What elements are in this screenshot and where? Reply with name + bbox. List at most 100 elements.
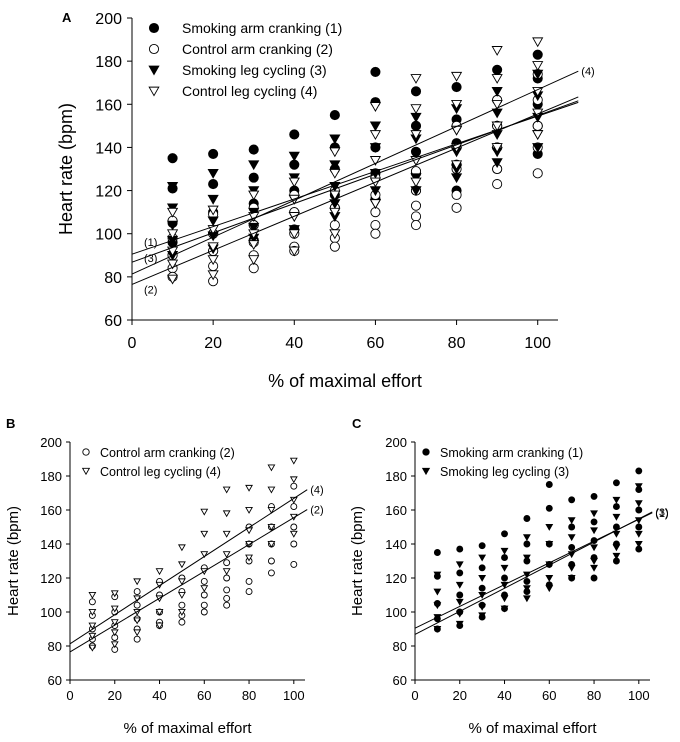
data-point bbox=[248, 144, 259, 155]
data-point bbox=[248, 222, 260, 233]
data-point bbox=[290, 503, 298, 511]
data-point bbox=[451, 189, 462, 200]
data-point bbox=[590, 574, 598, 582]
legend-marker bbox=[81, 467, 91, 476]
data-point bbox=[88, 622, 97, 630]
data-point bbox=[532, 168, 543, 179]
legend-marker bbox=[422, 448, 430, 456]
y-tick-label: 60 bbox=[48, 673, 62, 688]
panel-c: C 0 20 40 60 80 100 60 80 100 120 140 160 180 200 % of … bbox=[349, 416, 669, 737]
data-point bbox=[223, 559, 231, 567]
data-point bbox=[369, 156, 382, 166]
regression-label-1: (1) bbox=[655, 508, 668, 520]
data-point bbox=[450, 160, 463, 171]
data-point bbox=[491, 158, 503, 169]
y-axis-title: Heart rate (bpm) bbox=[56, 103, 76, 235]
x-axis-title: % of maximal effort bbox=[268, 371, 422, 391]
legend-marker bbox=[148, 86, 160, 97]
legend-marker bbox=[421, 467, 431, 476]
data-point bbox=[410, 104, 422, 115]
data-point bbox=[110, 641, 119, 649]
y-tick-label: 200 bbox=[95, 11, 122, 28]
data-point bbox=[370, 66, 381, 77]
data-point bbox=[634, 500, 643, 508]
legend: Control arm cranking (2) Control leg cycl… bbox=[81, 446, 235, 479]
legend-marker bbox=[82, 448, 90, 456]
y-tick-label: 160 bbox=[40, 503, 62, 518]
data-point bbox=[222, 510, 231, 518]
y-tick-label: 140 bbox=[95, 140, 122, 157]
data-point bbox=[267, 486, 276, 494]
data-point bbox=[248, 255, 260, 266]
data-point bbox=[222, 551, 231, 559]
data-point bbox=[433, 626, 442, 633]
data-point bbox=[329, 229, 341, 240]
data-point bbox=[289, 476, 298, 484]
regression-label-2: (2) bbox=[310, 505, 323, 517]
panel-letter: A bbox=[62, 10, 72, 25]
y-tick-label: 160 bbox=[385, 503, 407, 518]
data-point bbox=[267, 541, 276, 548]
data-point bbox=[590, 527, 598, 535]
data-point bbox=[545, 541, 554, 548]
data-point bbox=[451, 81, 462, 93]
legend-label: Control arm cranking (2) bbox=[182, 41, 333, 57]
data-point bbox=[522, 554, 531, 562]
y-tick-label: 80 bbox=[48, 639, 62, 654]
data-point bbox=[88, 598, 96, 606]
data-point bbox=[501, 530, 508, 538]
legend-label: Smoking leg cycling (3) bbox=[440, 465, 569, 479]
y-tick-label: 180 bbox=[385, 469, 407, 484]
x-tick-label: 80 bbox=[448, 335, 466, 352]
legend-marker bbox=[148, 43, 160, 55]
data-point bbox=[133, 635, 141, 643]
data-point bbox=[455, 620, 464, 628]
data-point bbox=[612, 479, 620, 487]
data-point bbox=[567, 534, 576, 542]
data-point bbox=[567, 564, 576, 572]
data-point bbox=[410, 112, 422, 123]
data-point bbox=[288, 212, 300, 222]
data-point bbox=[177, 592, 186, 599]
series-3 bbox=[433, 483, 643, 633]
data-point bbox=[532, 37, 544, 48]
y-tick-label: 120 bbox=[40, 571, 62, 586]
data-point bbox=[166, 229, 179, 240]
data-point bbox=[450, 173, 463, 184]
y-tick-label: 180 bbox=[95, 54, 122, 71]
data-point bbox=[492, 179, 503, 190]
data-point bbox=[545, 504, 553, 512]
data-point bbox=[522, 534, 531, 542]
data-point bbox=[133, 578, 142, 586]
legend-label: Control arm cranking (2) bbox=[100, 446, 235, 460]
panel-a: A 0 20 40 60 80 100 60 80 100 120 140 160 180 200 % of … bbox=[56, 10, 595, 391]
x-tick-label: 100 bbox=[524, 335, 551, 352]
y-tick-label: 140 bbox=[40, 537, 62, 552]
data-point bbox=[177, 544, 186, 552]
data-point bbox=[410, 211, 422, 222]
data-point bbox=[455, 598, 464, 606]
data-point bbox=[88, 609, 97, 616]
data-point bbox=[223, 601, 231, 609]
data-point bbox=[455, 581, 464, 589]
data-point bbox=[500, 564, 509, 572]
data-point bbox=[500, 547, 509, 555]
series-1 bbox=[433, 467, 643, 633]
data-point bbox=[155, 609, 164, 616]
data-point bbox=[166, 220, 179, 231]
data-point bbox=[207, 169, 219, 179]
regression-line-3 bbox=[131, 100, 579, 263]
legend-label: Control leg cycling (4) bbox=[100, 465, 221, 479]
data-point bbox=[567, 575, 576, 582]
data-point bbox=[491, 108, 503, 119]
data-point bbox=[545, 575, 554, 582]
data-point bbox=[590, 510, 598, 518]
data-point bbox=[110, 605, 119, 613]
data-point bbox=[267, 464, 276, 472]
y-tick-label: 160 bbox=[95, 97, 122, 114]
data-point bbox=[532, 61, 544, 71]
regression-label-4: (4) bbox=[310, 485, 323, 497]
data-point bbox=[532, 49, 543, 60]
data-point bbox=[501, 574, 508, 582]
